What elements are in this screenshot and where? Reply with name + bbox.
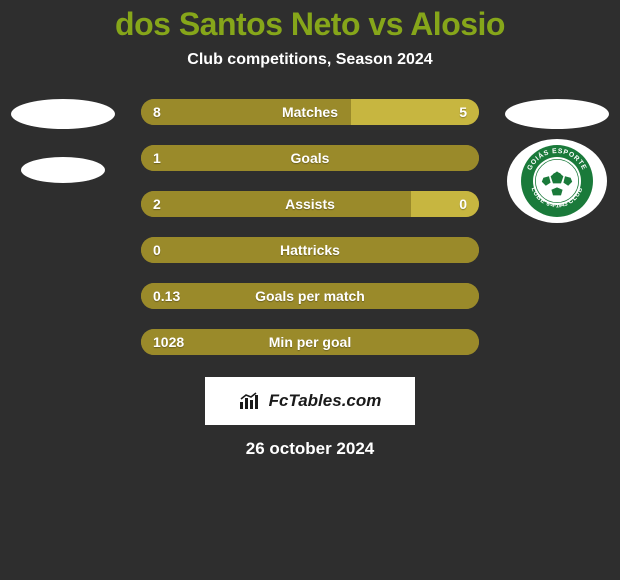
right-badges: GOIÁS ESPORTE CLUBE CLUBE 6-4-1943 G — [502, 99, 612, 223]
stat-label: Assists — [141, 191, 479, 217]
fctables-label: FcTables.com — [269, 391, 382, 411]
stat-bar: 1028Min per goal — [141, 329, 479, 355]
fctables-watermark: FcTables.com — [205, 377, 415, 425]
stat-bar: 0.13Goals per match — [141, 283, 479, 309]
page-title: dos Santos Neto vs Alosio — [0, 0, 620, 43]
comparison-bars: 85Matches 1Goals 20Assists 0Hattricks 0.13Go… — [141, 99, 479, 355]
svg-text:G: G — [551, 171, 562, 187]
date-label: 26 october 2024 — [0, 439, 620, 459]
stat-bar: 0Hattricks — [141, 237, 479, 263]
right-team-badge — [505, 99, 609, 129]
left-team-badge — [11, 99, 115, 129]
stat-bar: 20Assists — [141, 191, 479, 217]
stat-label: Hattricks — [141, 237, 479, 263]
comparison-content: GOIÁS ESPORTE CLUBE CLUBE 6-4-1943 G 85M… — [0, 99, 620, 355]
stat-label: Min per goal — [141, 329, 479, 355]
subtitle: Club competitions, Season 2024 — [0, 51, 620, 69]
stat-bar: 85Matches — [141, 99, 479, 125]
club-crest-goias: GOIÁS ESPORTE CLUBE CLUBE 6-4-1943 G — [507, 139, 607, 223]
stat-label: Matches — [141, 99, 479, 125]
stat-label: Goals — [141, 145, 479, 171]
stat-bar: 1Goals — [141, 145, 479, 171]
left-team-badge — [21, 157, 105, 183]
fctables-chart-icon — [239, 392, 263, 410]
left-badges — [8, 99, 118, 183]
stat-label: Goals per match — [141, 283, 479, 309]
